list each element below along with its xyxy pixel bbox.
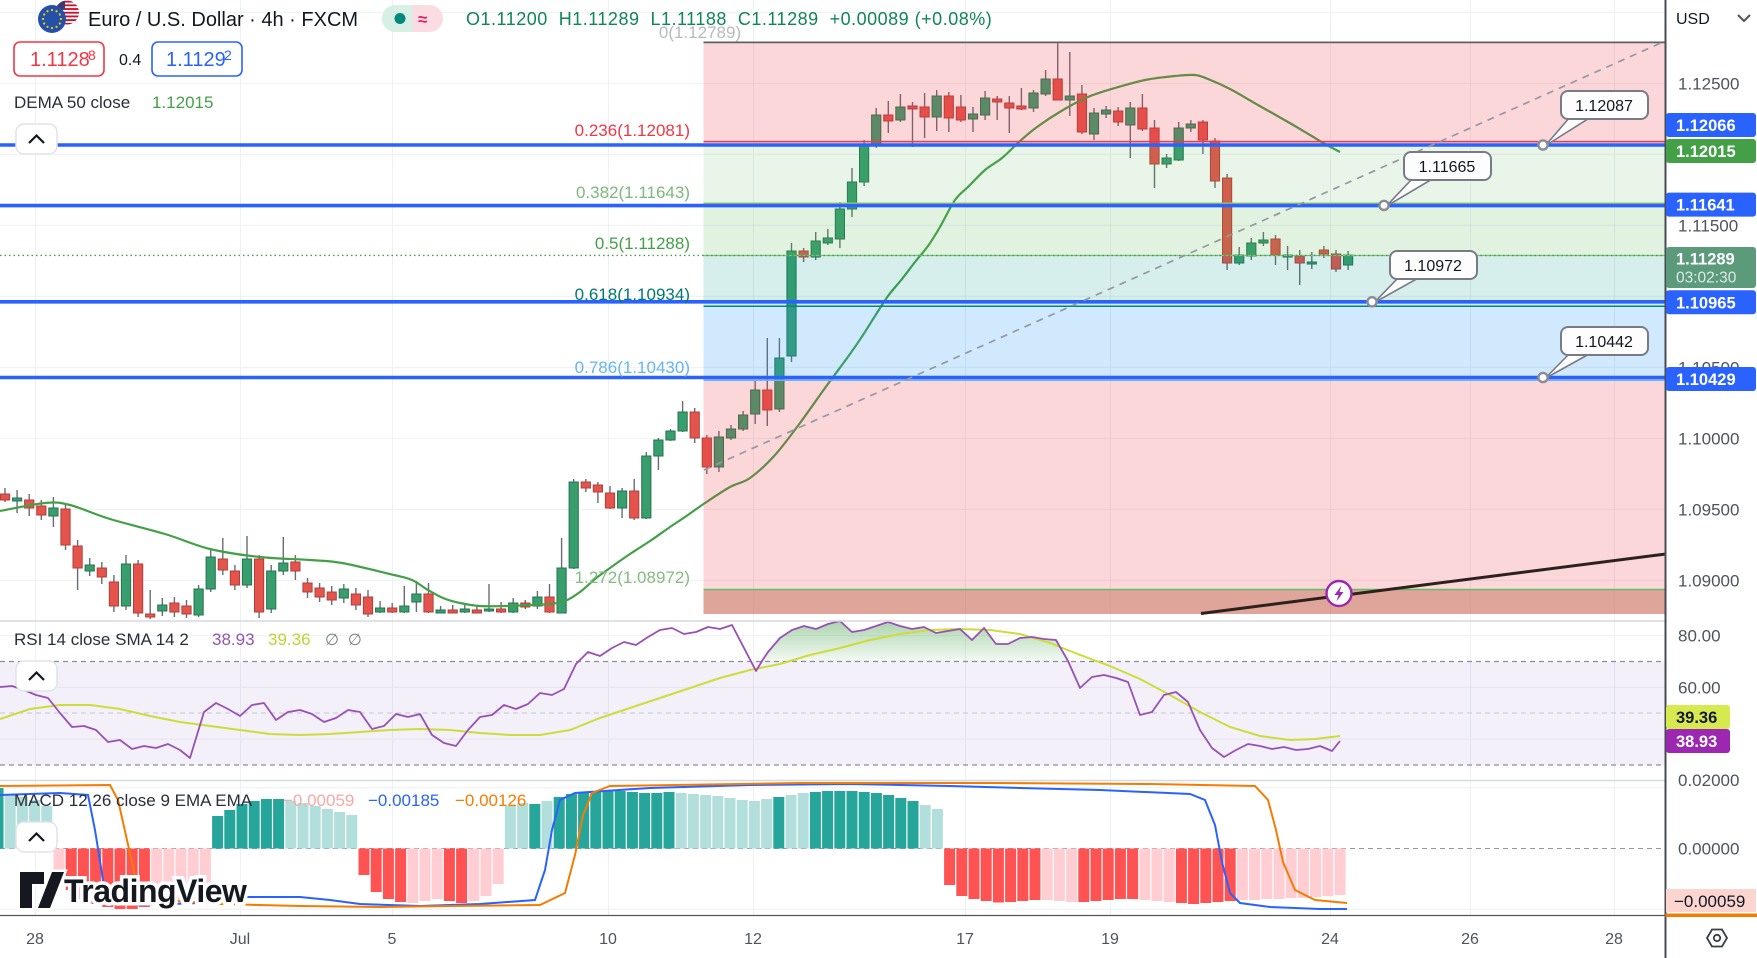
svg-text:60.00: 60.00 xyxy=(1678,678,1721,697)
svg-text:−0.00059: −0.00059 xyxy=(1674,892,1745,911)
svg-text:TradingView: TradingView xyxy=(64,873,247,909)
svg-text:28: 28 xyxy=(26,931,44,948)
svg-text:38.93: 38.93 xyxy=(212,630,255,649)
svg-text:0.382(1.11643): 0.382(1.11643) xyxy=(576,183,690,202)
svg-text:1.12015: 1.12015 xyxy=(1676,143,1736,161)
svg-text:−0.00185: −0.00185 xyxy=(368,791,439,810)
svg-text:1.10000: 1.10000 xyxy=(1678,429,1739,448)
svg-text:1.12015: 1.12015 xyxy=(152,93,213,112)
svg-text:O1.11200 H1.11289 L1.11188: O1.11200 H1.11289 L1.11188 C1.11289 +0.0… xyxy=(466,9,992,29)
svg-text:39.36: 39.36 xyxy=(268,630,311,649)
svg-text:26: 26 xyxy=(1461,931,1479,948)
svg-text:8: 8 xyxy=(88,47,96,63)
svg-text:1.1128: 1.1128 xyxy=(30,49,90,71)
svg-text:DEMA 50 close: DEMA 50 close xyxy=(14,93,130,112)
svg-text:0.4: 0.4 xyxy=(119,52,141,69)
svg-text:0(1.12789): 0(1.12789) xyxy=(659,23,741,42)
svg-text:2: 2 xyxy=(224,47,232,63)
svg-text:39.36: 39.36 xyxy=(1676,709,1717,727)
svg-text:39.36: 39.36 xyxy=(1676,709,1717,727)
svg-text:12: 12 xyxy=(744,931,762,948)
svg-text:28: 28 xyxy=(1605,931,1623,948)
svg-text:1.272(1.08972): 1.272(1.08972) xyxy=(575,568,690,587)
svg-text:1.10972: 1.10972 xyxy=(1404,258,1462,275)
svg-text:80.00: 80.00 xyxy=(1678,627,1721,646)
svg-text:Jul: Jul xyxy=(230,931,250,948)
svg-text:1.1129: 1.1129 xyxy=(166,49,226,71)
svg-text:≈: ≈ xyxy=(418,10,427,29)
svg-text:0.02000: 0.02000 xyxy=(1678,771,1739,790)
svg-text:1.10965: 1.10965 xyxy=(1676,294,1736,312)
svg-text:1.10442: 1.10442 xyxy=(1575,334,1633,351)
svg-text:24: 24 xyxy=(1321,931,1339,948)
svg-text:0.00000: 0.00000 xyxy=(1678,840,1739,859)
svg-text:1.11289: 1.11289 xyxy=(1676,251,1735,269)
svg-text:1.12500: 1.12500 xyxy=(1678,74,1739,93)
svg-text:1.11665: 1.11665 xyxy=(1419,159,1476,176)
svg-text:0.786(1.10430): 0.786(1.10430) xyxy=(575,358,690,377)
svg-text:1.11500: 1.11500 xyxy=(1678,216,1738,235)
svg-text:0.5(1.11288): 0.5(1.11288) xyxy=(595,234,690,253)
svg-text:1.11641: 1.11641 xyxy=(1676,197,1735,215)
svg-text:38.93: 38.93 xyxy=(1676,733,1717,751)
svg-text:−0.00126: −0.00126 xyxy=(455,791,526,810)
svg-text:RSI 14 close SMA 14 2: RSI 14 close SMA 14 2 xyxy=(14,630,189,649)
svg-text:03:02:30: 03:02:30 xyxy=(1676,270,1737,287)
svg-text:USD: USD xyxy=(1676,11,1710,28)
svg-text:19: 19 xyxy=(1101,931,1119,948)
svg-text:1.09500: 1.09500 xyxy=(1678,500,1739,519)
svg-text:1.10429: 1.10429 xyxy=(1676,371,1736,389)
svg-text:∅ ∅: ∅ ∅ xyxy=(325,632,362,649)
svg-text:1.12087: 1.12087 xyxy=(1575,98,1633,115)
svg-text:1.12066: 1.12066 xyxy=(1676,117,1736,135)
svg-text:1.09000: 1.09000 xyxy=(1678,571,1739,590)
svg-text:10: 10 xyxy=(599,931,617,948)
svg-text:−0.00059: −0.00059 xyxy=(283,791,354,810)
svg-text:MACD 12 26 close 9 EMA EMA: MACD 12 26 close 9 EMA EMA xyxy=(14,791,253,810)
svg-text:Euro / U.S. Dollar · 4h · FXCM: Euro / U.S. Dollar · 4h · FXCM xyxy=(88,9,358,31)
svg-text:5: 5 xyxy=(388,931,397,948)
svg-text:17: 17 xyxy=(956,931,974,948)
svg-text:0.236(1.12081): 0.236(1.12081) xyxy=(575,121,690,140)
svg-text:0.618(1.10934): 0.618(1.10934) xyxy=(575,285,690,304)
